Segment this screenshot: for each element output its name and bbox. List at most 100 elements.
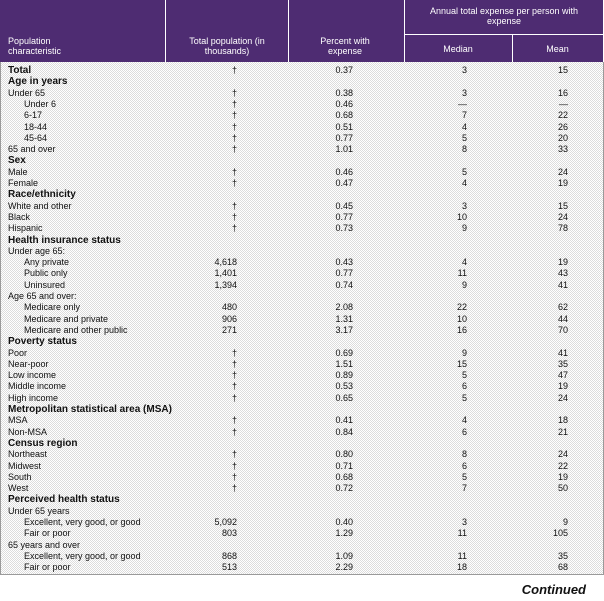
row-label: Total xyxy=(8,65,32,76)
divider xyxy=(288,0,289,62)
value-cell: 0.40 xyxy=(335,517,353,527)
value-cell: 0.46 xyxy=(335,166,353,177)
value-cell: † xyxy=(231,98,237,109)
value-cell: 68 xyxy=(557,562,568,573)
value-cell: 1.51 xyxy=(335,358,353,369)
value-cell: 0.73 xyxy=(335,223,353,234)
value-cell: 9 xyxy=(461,279,467,290)
footer-note: Continued xyxy=(521,582,586,597)
value-cell: † xyxy=(231,449,237,460)
value-cell: 7 xyxy=(461,483,467,494)
value-cell: 19 xyxy=(557,471,568,482)
value-cell: 16 xyxy=(456,324,467,335)
value-cell: † xyxy=(231,460,237,471)
value-cell: 0.69 xyxy=(335,347,353,358)
header-cell: Median xyxy=(443,44,473,54)
value-cell: 0.80 xyxy=(335,449,353,460)
value-cell: 6 xyxy=(461,426,467,437)
value-cell: 3 xyxy=(461,517,467,527)
value-cell: † xyxy=(231,65,237,75)
value-cell: 0.84 xyxy=(335,426,353,437)
value-cell: 4 xyxy=(461,415,467,426)
value-cell: 18 xyxy=(557,415,568,426)
value-cell: 4 xyxy=(461,257,467,268)
value-cell: 7 xyxy=(461,110,467,121)
value-cell: 9 xyxy=(461,347,467,358)
value-cell: 21 xyxy=(557,426,568,437)
value-cell: 15 xyxy=(557,200,568,211)
divider xyxy=(404,0,405,62)
section-title: Race/ethnicity xyxy=(8,189,76,201)
value-cell: 105 xyxy=(552,528,568,539)
value-cell: 24 xyxy=(557,166,568,177)
value-cell: † xyxy=(231,483,237,494)
value-cell: 3.17 xyxy=(335,324,353,335)
value-cell: 22 xyxy=(557,460,568,471)
row-label: Uninsured xyxy=(24,279,66,290)
value-cell: 35 xyxy=(557,550,568,561)
value-cell: 22 xyxy=(456,302,467,313)
row-label: Midwest xyxy=(8,460,42,471)
row-label: 65 and over xyxy=(8,144,56,155)
row-label: Black xyxy=(8,211,31,222)
row-label: Medicare and other public xyxy=(24,324,128,335)
value-cell: 1,394 xyxy=(214,279,237,290)
row-label: Female xyxy=(8,178,39,188)
section-title: Sex xyxy=(8,155,26,167)
value-cell: 1.29 xyxy=(335,528,353,539)
value-cell: 41 xyxy=(557,279,568,290)
row-label: Fair or poor xyxy=(24,562,71,573)
value-cell: — xyxy=(559,98,568,109)
value-cell: 0.53 xyxy=(335,381,353,392)
value-cell: 18 xyxy=(456,562,467,573)
value-cell: 868 xyxy=(221,550,237,561)
value-cell: † xyxy=(231,358,237,369)
row-label: Under age 65: xyxy=(8,245,66,256)
value-cell: 19 xyxy=(557,178,568,188)
value-cell: † xyxy=(231,392,237,403)
header-cell: Population characteristic xyxy=(8,36,62,56)
value-cell: 5 xyxy=(461,166,467,177)
row-label: Medicare only xyxy=(24,302,81,313)
row-label: Excellent, very good, or good xyxy=(24,550,141,561)
value-cell: † xyxy=(231,132,237,143)
value-cell: 24 xyxy=(557,211,568,222)
value-cell: † xyxy=(231,415,237,426)
value-cell: 50 xyxy=(557,483,568,494)
value-cell: 11 xyxy=(457,268,467,279)
value-cell: 44 xyxy=(557,313,568,324)
row-label: West xyxy=(8,483,29,494)
value-cell: 480 xyxy=(221,302,237,313)
value-cell: 19 xyxy=(557,257,568,268)
value-cell: 0.65 xyxy=(335,392,353,403)
row-label: Poor xyxy=(8,347,28,358)
row-label: MSA xyxy=(8,415,28,426)
value-cell: 4 xyxy=(461,178,467,188)
value-cell: 0.47 xyxy=(335,178,353,188)
value-cell: 19 xyxy=(557,381,568,392)
value-cell: 5 xyxy=(461,471,467,482)
row-label: 18-44 xyxy=(24,121,48,132)
value-cell: † xyxy=(231,110,237,121)
row-label: South xyxy=(8,471,32,482)
value-cell: 1.31 xyxy=(335,313,353,324)
value-cell: 906 xyxy=(221,313,237,324)
value-cell: 4 xyxy=(461,121,467,132)
value-cell: 15 xyxy=(456,358,467,369)
value-cell: 24 xyxy=(557,392,568,403)
row-label: Non-MSA xyxy=(8,426,48,437)
value-cell: † xyxy=(231,87,237,98)
value-cell: 5 xyxy=(461,392,467,403)
row-label: Medicare and private xyxy=(24,313,109,324)
value-cell: 78 xyxy=(557,223,568,234)
header-cell: Total population (in thousands) xyxy=(189,36,265,56)
value-cell: 4,618 xyxy=(214,257,237,268)
value-cell: 0.71 xyxy=(335,460,353,471)
header-cell: Percent with expense xyxy=(320,36,370,56)
value-cell: 2.29 xyxy=(335,562,353,573)
value-cell: 16 xyxy=(557,87,568,98)
value-cell: 1.09 xyxy=(335,550,353,561)
value-cell: 3 xyxy=(461,65,467,75)
value-cell: 6 xyxy=(461,381,467,392)
row-label: Under 65 years xyxy=(8,505,70,516)
